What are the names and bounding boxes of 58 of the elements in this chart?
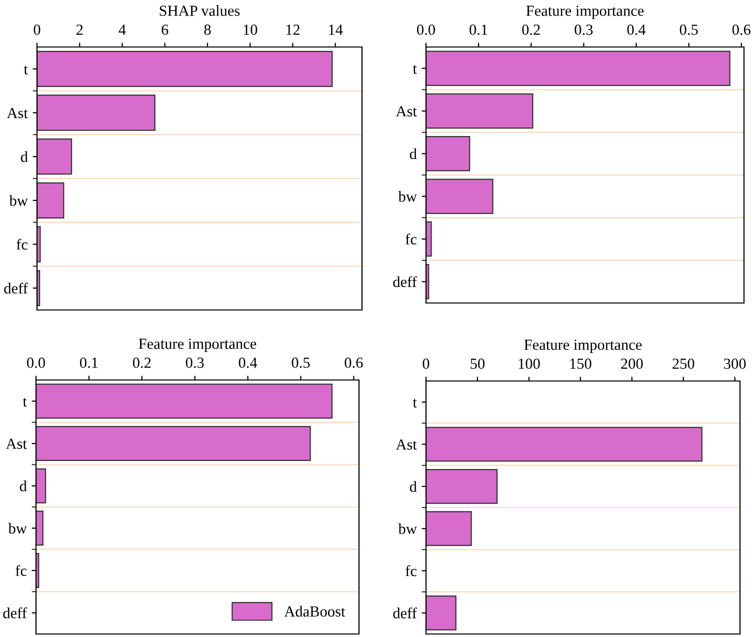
- x-tick-label: 8: [204, 24, 211, 35]
- y-tick-label: fc: [16, 565, 27, 576]
- x-tick-label: 4: [118, 24, 126, 35]
- y-tick-label: t: [412, 398, 417, 408]
- y-tick-label: deff: [393, 276, 417, 288]
- y-tick-label: d: [410, 481, 417, 492]
- y-tick-label: t: [22, 398, 27, 407]
- y-tick-label: Ast: [6, 438, 27, 449]
- x-tick-label: 0.3: [574, 24, 593, 35]
- y-tick-label: t: [24, 66, 28, 74]
- x-tick-label: 0.1: [80, 358, 98, 368]
- y-tick-label: Ast: [396, 106, 417, 116]
- x-tick-label: 150: [570, 358, 592, 369]
- x-tick-label: 0: [422, 358, 430, 369]
- x-axis-title: SHAP values: [160, 5, 240, 16]
- x-tick-label: 0.2: [132, 358, 151, 368]
- y-tick-label: Ast: [396, 439, 417, 450]
- y-tick-label: bw: [8, 522, 27, 534]
- x-tick-label: 0: [34, 24, 40, 35]
- y-tick-label: fc: [406, 234, 417, 244]
- y-tick-label: t: [412, 65, 417, 74]
- y-tick-label: fc: [406, 565, 417, 576]
- x-tick-label: 50: [470, 358, 485, 369]
- x-tick-label: 0.4: [238, 358, 258, 368]
- y-tick-label: d: [410, 148, 417, 160]
- y-tick-label: deff: [393, 607, 417, 618]
- y-tick-label: bw: [9, 195, 28, 206]
- y-tick-label: deff: [3, 607, 27, 618]
- x-tick-label: 14: [329, 24, 343, 35]
- x-tick-label: 0.5: [680, 24, 698, 35]
- x-tick-label: 0.2: [522, 24, 540, 35]
- y-tick-label: deff: [4, 282, 28, 294]
- y-tick-label: bw: [398, 191, 417, 202]
- x-tick-label: 250: [672, 358, 694, 369]
- x-tick-label: 0.3: [186, 358, 204, 368]
- y-tick-label: fc: [16, 238, 28, 250]
- x-axis-title: Feature importance: [524, 340, 642, 354]
- x-tick-label: 2: [76, 24, 83, 35]
- x-axis-title: Feature importance: [526, 6, 644, 20]
- x-tick-label: 0.0: [27, 358, 45, 368]
- y-tick-label: d: [20, 151, 28, 162]
- x-tick-label: 0.6: [732, 24, 750, 35]
- x-tick-label: 0.6: [344, 358, 363, 368]
- y-tick-label: bw: [398, 523, 417, 534]
- x-tick-label: 0.1: [470, 24, 488, 35]
- x-tick-label: 12: [286, 24, 300, 35]
- x-tick-label: 6: [162, 24, 168, 35]
- x-axis-title: Feature importance: [138, 338, 256, 352]
- y-tick-label: d: [20, 480, 27, 492]
- x-tick-label: 0.0: [417, 24, 435, 35]
- y-tick-label: Ast: [6, 108, 28, 118]
- legend-label: AdaBoost: [284, 606, 346, 617]
- x-tick-label: 300: [724, 358, 746, 369]
- x-tick-label: 10: [244, 24, 258, 35]
- x-tick-label: 100: [518, 358, 540, 369]
- x-tick-label: 0.5: [292, 358, 310, 368]
- x-tick-label: 0.4: [627, 24, 646, 35]
- x-tick-label: 200: [621, 358, 643, 369]
